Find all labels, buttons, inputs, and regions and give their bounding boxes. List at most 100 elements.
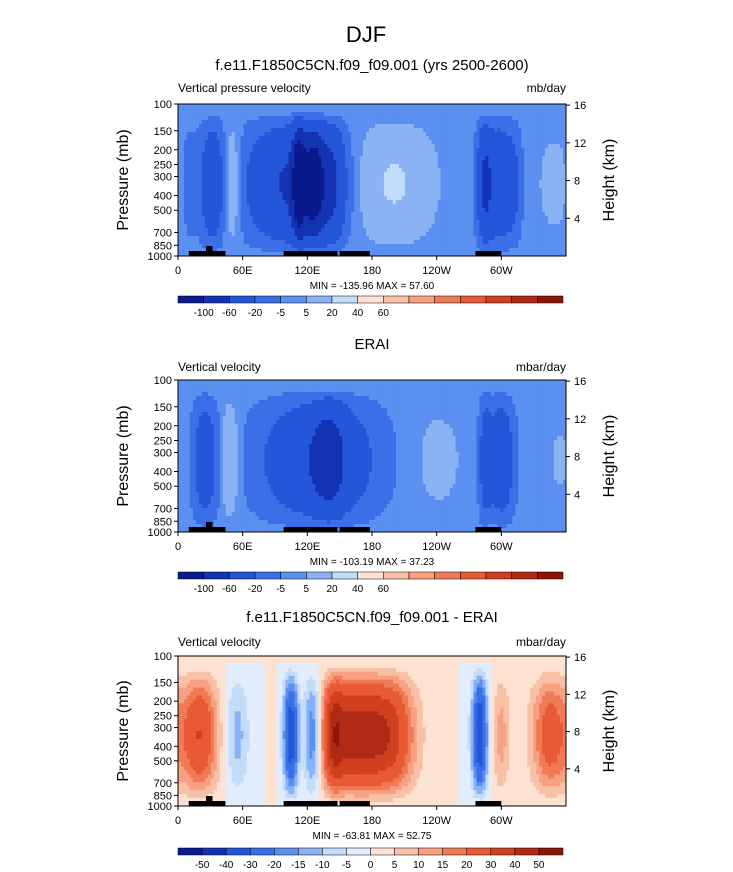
contour-cell <box>240 196 245 201</box>
contour-cell <box>327 228 331 233</box>
contour-cell <box>542 136 546 141</box>
contour-cell <box>252 116 256 121</box>
contour-cell <box>506 124 510 129</box>
contour-cell <box>497 172 501 177</box>
contour-cell <box>213 228 218 233</box>
contour-cell <box>354 180 358 185</box>
contour-cell <box>491 192 495 197</box>
contour-cell <box>360 240 364 245</box>
contour-cell <box>336 104 340 109</box>
contour-cell <box>395 204 400 209</box>
contour-cell <box>542 160 546 165</box>
contour-cell <box>186 104 191 109</box>
contour-cell <box>506 232 510 237</box>
contour-cell <box>422 156 427 161</box>
contour-cell <box>225 148 230 153</box>
contour-cell <box>225 212 230 217</box>
contour-cell <box>273 224 277 229</box>
contour-cell <box>201 176 206 181</box>
contour-cell <box>467 148 471 153</box>
contour-cell <box>366 204 370 209</box>
contour-cell <box>467 172 471 177</box>
contour-cell <box>497 236 501 241</box>
x-tick-label: 120E <box>294 265 320 277</box>
contour-cell <box>360 244 364 249</box>
contour-cell <box>497 152 501 157</box>
contour-cell <box>249 240 254 245</box>
contour-cell <box>476 248 480 253</box>
contour-cell <box>178 124 182 129</box>
contour-cell <box>446 220 450 225</box>
contour-cell <box>195 244 200 249</box>
contour-cell <box>192 184 197 189</box>
contour-cell <box>422 248 427 253</box>
contour-cell <box>482 152 486 157</box>
contour-cell <box>455 180 459 185</box>
contour-cell <box>473 188 477 193</box>
contour-cell <box>216 120 221 125</box>
contour-cell <box>473 108 477 113</box>
contour-cell <box>506 240 510 245</box>
contour-cell <box>551 164 555 169</box>
contour-cell <box>183 184 188 189</box>
contour-cell <box>231 180 236 185</box>
contour-cell <box>386 216 391 221</box>
contour-cell <box>416 104 421 109</box>
contour-cell <box>392 112 397 117</box>
contour-cell <box>315 204 319 209</box>
contour-cell <box>192 164 197 169</box>
contour-cell <box>533 244 537 249</box>
contour-cell <box>437 124 442 129</box>
contour-cell <box>392 204 397 209</box>
contour-cell <box>410 152 415 157</box>
contour-cell <box>195 232 200 237</box>
contour-cell <box>386 252 391 257</box>
contour-cell <box>485 128 489 133</box>
contour-cell <box>312 148 316 153</box>
contour-cell <box>366 152 370 157</box>
contour-cell <box>372 216 376 221</box>
contour-cell <box>291 184 295 189</box>
contour-cell <box>297 208 301 213</box>
contour-cell <box>354 120 358 125</box>
contour-cell <box>536 168 540 173</box>
contour-cell <box>360 192 364 197</box>
contour-cell <box>348 196 352 201</box>
contour-cell <box>231 116 236 121</box>
contour-cell <box>443 196 448 201</box>
contour-cell <box>488 140 492 145</box>
contour-cell <box>398 244 403 249</box>
contour-cell <box>548 108 552 113</box>
contour-cell <box>315 232 319 237</box>
contour-cell <box>416 120 421 125</box>
contour-cell <box>252 200 256 205</box>
contour-cell <box>327 180 331 185</box>
contour-cell <box>488 216 492 221</box>
contour-cell <box>545 248 549 253</box>
contour-cell <box>530 116 534 121</box>
contour-cell <box>422 224 427 229</box>
contour-cell <box>363 228 367 233</box>
contour-cell <box>443 164 448 169</box>
contour-cell <box>467 200 471 205</box>
contour-cell <box>255 228 259 233</box>
contour-cell <box>404 172 409 177</box>
contour-cell <box>392 168 397 173</box>
contour-cell <box>485 212 489 217</box>
contour-cell <box>389 252 394 257</box>
contour-cell <box>413 220 418 225</box>
contour-cell <box>518 112 522 117</box>
contour-cell <box>386 224 391 229</box>
contour-cell <box>312 128 316 133</box>
contour-cell <box>321 196 325 201</box>
contour-cell <box>425 112 430 117</box>
contour-cell <box>530 164 534 169</box>
contour-cell <box>213 236 218 241</box>
contour-cell <box>470 216 474 221</box>
contour-cell <box>270 216 274 221</box>
contour-cell <box>231 176 236 181</box>
contour-cell <box>554 236 558 241</box>
contour-cell <box>488 208 492 213</box>
contour-cell <box>273 112 277 117</box>
contour-cell <box>357 240 361 245</box>
